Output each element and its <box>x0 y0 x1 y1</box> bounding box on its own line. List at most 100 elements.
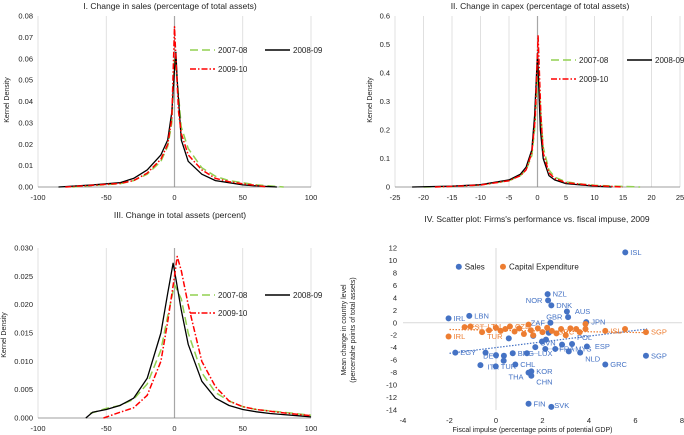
scatter-point <box>525 400 532 407</box>
scatter-point <box>548 327 555 334</box>
scatter-point <box>552 345 559 352</box>
y-tick-label: 0.1 <box>380 154 390 163</box>
point-label: EGY <box>460 348 476 357</box>
point-label: LBN <box>474 311 489 320</box>
x-tick-label: -10 <box>475 193 486 202</box>
scatter-point <box>565 314 572 321</box>
point-label: CHN <box>536 378 552 387</box>
point-label: SVN <box>540 338 555 347</box>
scatter-point <box>565 348 572 355</box>
y-tick-label: 2 <box>393 306 397 315</box>
y-tick-label: 0.010 <box>14 357 33 366</box>
x-tick-label: -50 <box>101 424 112 433</box>
legend-label: Capital Expenditure <box>509 263 579 272</box>
y-tick-label: 0 <box>386 183 390 192</box>
series-line-2009-10 <box>103 255 312 419</box>
y-tick-label: 0.020 <box>14 300 33 309</box>
scatter-point <box>502 326 509 332</box>
point-label: POL <box>577 333 592 342</box>
y-tick-label: 0.015 <box>14 329 33 338</box>
y-tick-label: 0.07 <box>18 33 33 42</box>
panel-3: III. Change in total assets (percent) -10… <box>1 210 323 433</box>
scatter-point <box>461 324 468 331</box>
series-line-2008-09 <box>412 52 612 188</box>
chart-title: IV. Scatter plot: Firms's performance vs… <box>424 214 650 224</box>
x-tick-label: 0 <box>172 424 176 433</box>
point-label: TUR <box>501 362 517 371</box>
y-tick-label: -12 <box>386 393 397 402</box>
y-tick-label: 0.3 <box>380 97 390 106</box>
scatter-point <box>569 340 576 347</box>
point-label: ZAF <box>531 318 546 327</box>
point-label: DNK <box>556 301 572 310</box>
y-tick-label: 0.6 <box>380 12 390 21</box>
x-tick-label: 50 <box>239 193 247 202</box>
scatter-point <box>509 350 516 357</box>
y-axis-label: Mean change in country level <box>341 284 348 375</box>
chart-title: III. Change in total assets (percent) <box>114 210 246 220</box>
scatter-point <box>642 352 649 359</box>
legend-marker <box>455 263 462 270</box>
legend-label: 2008-09 <box>293 291 323 300</box>
scatter-point <box>505 335 512 342</box>
scatter-point <box>482 349 489 356</box>
scatter-point <box>539 338 546 345</box>
scatter-point <box>602 361 609 368</box>
point-label: JPN <box>591 318 605 327</box>
y-tick-label: 4 <box>393 293 397 302</box>
scatter-point <box>542 345 549 352</box>
point-label: NZL <box>553 290 567 299</box>
panel-4: IV. Scatter plot: Firms's performance vs… <box>341 214 684 434</box>
y-tick-label: 0.03 <box>18 118 33 127</box>
scatter-point <box>486 327 493 334</box>
x-tick-label: 0 <box>535 193 539 202</box>
y-axis-label: (percentahe points of total assets) <box>350 277 357 382</box>
scatter-point <box>520 330 527 337</box>
point-label: IRL <box>454 314 466 323</box>
point-label: FRA <box>559 345 574 354</box>
scatter-point <box>544 291 551 298</box>
scatter-point <box>528 372 535 379</box>
scatter-point <box>467 323 474 330</box>
scatter-point <box>479 329 486 336</box>
point-label: LUX <box>538 349 553 358</box>
scatter-point <box>602 327 609 334</box>
scatter-point <box>539 329 546 336</box>
scatter-point <box>530 332 537 339</box>
series-line-2007-08 <box>72 58 284 188</box>
x-tick-label: -25 <box>390 193 401 202</box>
scatter-point <box>553 330 560 337</box>
scatter-point <box>525 321 532 328</box>
y-tick-label: 12 <box>389 244 397 253</box>
scatter-point <box>506 323 513 330</box>
x-tick-label: 25 <box>676 193 684 202</box>
point-label: KOR <box>536 367 553 376</box>
scatter-point <box>559 341 566 348</box>
scatter-point <box>544 324 551 331</box>
x-tick-label: 4 <box>587 416 591 425</box>
y-tick-label: -4 <box>390 343 397 352</box>
chart-title: I. Change in sales (percentage of total … <box>83 1 257 11</box>
x-tick-label: -100 <box>30 193 45 202</box>
scatter-point <box>527 327 534 334</box>
series-line-2008-09 <box>85 262 312 419</box>
x-tick-label: 50 <box>239 424 247 433</box>
y-axis-label: Kernel Density <box>1 312 8 358</box>
point-label: THA <box>509 372 524 381</box>
y-tick-label: 0.06 <box>18 54 33 63</box>
scatter-point <box>558 326 565 332</box>
scatter-point <box>562 332 569 339</box>
y-axis-label: Kernel Density <box>367 77 374 123</box>
point-label: ESP <box>595 342 610 351</box>
scatter-point <box>445 315 452 322</box>
scatter-point <box>477 362 484 369</box>
scatter-point <box>512 361 519 368</box>
y-tick-label: 0.4 <box>380 69 390 78</box>
scatter-point <box>516 325 523 332</box>
scatter-point <box>577 349 584 356</box>
chart-title: II. Change in capex (percentage of total… <box>451 1 630 11</box>
y-tick-label: 0.2 <box>380 126 390 135</box>
scatter-point <box>576 329 583 336</box>
x-tick-label: 6 <box>633 416 637 425</box>
legend-label: 2009-10 <box>218 65 248 74</box>
